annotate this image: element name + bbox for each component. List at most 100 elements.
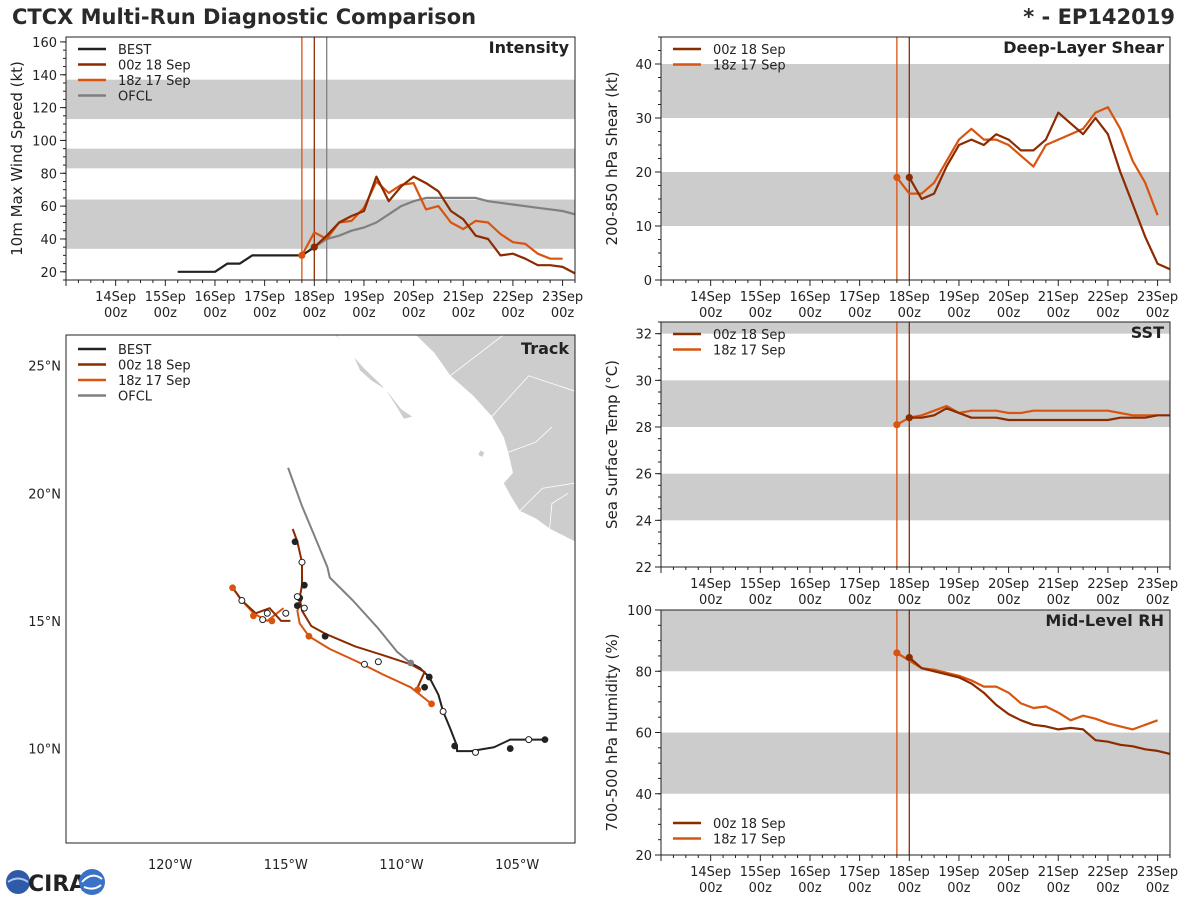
track-point-run18 <box>282 609 290 617</box>
x-tick-label-hour: 00z <box>749 881 773 896</box>
x-tick-label-day: 14Sep <box>690 577 731 592</box>
x-tick-label-hour: 00z <box>1096 593 1120 608</box>
x-tick-label-hour: 00z <box>997 593 1021 608</box>
state-border <box>549 492 569 530</box>
x-tick-label-hour: 00z <box>947 306 971 321</box>
track-point-best <box>525 736 533 744</box>
track-point-best <box>451 742 459 750</box>
y-tick-label: 100 <box>32 134 57 149</box>
y-tick-label: 20 <box>40 266 57 281</box>
track-point-run18 <box>293 593 301 601</box>
plot-frame <box>65 36 576 281</box>
x-tick-label-hour: 00z <box>749 593 773 608</box>
panel-title: Deep-Layer Shear <box>1003 38 1164 57</box>
x-tick-label-day: 23Sep <box>1137 865 1178 880</box>
band-2 <box>661 322 1170 334</box>
y-tick-label: 32 <box>635 328 652 343</box>
x-tick-label-hour: 00z <box>154 306 178 321</box>
x-tick-label-day: 19Sep <box>938 865 979 880</box>
y-tick-label: 140 <box>32 69 57 84</box>
x-tick-label-day: 17Sep <box>244 290 285 305</box>
x-tick-label-hour: 00z <box>898 881 922 896</box>
x-tick-label-hour: 00z <box>1047 593 1071 608</box>
y-tick-label: 0 <box>644 274 652 289</box>
lon-tick-label: 115°W <box>264 858 308 873</box>
y-tick-label: 30 <box>635 374 652 389</box>
band-1 <box>661 610 1170 672</box>
y-tick-label: 40 <box>635 788 652 803</box>
legend-label: BEST <box>118 43 151 58</box>
chart-intensity: 2040608010012014016014Sep00z15Sep00z16Se… <box>8 36 583 321</box>
x-tick-label-day: 16Sep <box>194 290 235 305</box>
marker-run18 <box>893 173 901 181</box>
x-tick-label-hour: 00z <box>798 881 822 896</box>
x-tick-label-day: 20Sep <box>988 290 1029 305</box>
y-tick-label: 80 <box>635 665 652 680</box>
y-axis-label: 700-500 hPa Humidity (%) <box>603 633 621 831</box>
y-axis-label: 10m Max Wind Speed (kt) <box>8 61 26 256</box>
x-tick-label-day: 21Sep <box>443 290 484 305</box>
x-tick-label-hour: 00z <box>898 593 922 608</box>
x-tick-label-day: 15Sep <box>145 290 186 305</box>
series-run18 <box>896 651 1158 731</box>
state-border <box>449 335 504 377</box>
x-tick-label-hour: 00z <box>947 881 971 896</box>
x-tick-label-hour: 00z <box>1096 306 1120 321</box>
x-tick-label-hour: 00z <box>1146 593 1170 608</box>
series-best <box>177 246 315 273</box>
legend-label: 00z 18 Sep <box>118 59 191 74</box>
marker-run00 <box>905 653 913 662</box>
y-tick-label: 80 <box>40 167 57 182</box>
tracks <box>229 467 549 756</box>
track-point-run00 <box>300 581 308 589</box>
track-point-run00 <box>293 602 301 609</box>
baja-california <box>333 335 414 420</box>
x-tick-label-day: 18Sep <box>889 290 930 305</box>
legend-label: 00z 18 Sep <box>713 43 786 58</box>
y-tick-label: 20 <box>635 166 652 181</box>
y-tick-label: 60 <box>635 727 652 742</box>
x-tick-label-hour: 00z <box>104 306 128 321</box>
cira-globe-icon <box>6 870 30 894</box>
x-tick-label-day: 18Sep <box>889 865 930 880</box>
track-point-run18 <box>259 616 267 624</box>
lat-tick-label: 15°N <box>28 615 61 630</box>
track-point-best <box>541 736 549 744</box>
marker-run18 <box>893 421 901 429</box>
figure-title: CTCX Multi-Run Diagnostic Comparison <box>12 5 477 29</box>
x-tick-label-hour: 00z <box>947 593 971 608</box>
track-point-run00 <box>291 538 299 546</box>
legend-label: OFCL <box>118 90 153 105</box>
state-border <box>491 375 575 417</box>
x-tick-label-day: 19Sep <box>938 290 979 305</box>
x-tick-label-day: 20Sep <box>988 865 1029 880</box>
track-point-run18 <box>268 617 276 625</box>
x-tick-label-hour: 00z <box>402 306 426 321</box>
track-point-run18 <box>428 700 435 708</box>
series-run00 <box>909 407 1170 422</box>
x-tick-label-day: 22Sep <box>492 290 533 305</box>
track-point-run18 <box>263 609 271 617</box>
cira-logo-text: CIRA <box>28 872 86 897</box>
x-tick-label-day: 17Sep <box>839 577 880 592</box>
x-tick-label-day: 19Sep <box>343 290 384 305</box>
series-run18 <box>896 404 1158 426</box>
x-tick-label-day: 16Sep <box>789 865 830 880</box>
x-tick-label-hour: 00z <box>798 306 822 321</box>
x-tick-label-day: 14Sep <box>690 290 731 305</box>
x-tick-label-day: 23Sep <box>1137 577 1178 592</box>
y-axis-label: 200-850 hPa Shear (kt) <box>603 72 621 246</box>
x-tick-label-hour: 00z <box>848 306 872 321</box>
x-tick-label-day: 19Sep <box>938 577 979 592</box>
x-tick-label-day: 22Sep <box>1087 865 1128 880</box>
x-tick-label-day: 21Sep <box>1038 865 1079 880</box>
x-tick-label-hour: 00z <box>1096 881 1120 896</box>
chart-rh: 2040608010014Sep00z15Sep00z16Sep00z17Sep… <box>603 604 1178 896</box>
x-tick-label-day: 16Sep <box>789 290 830 305</box>
track-point-run18 <box>305 632 313 640</box>
x-tick-label-day: 22Sep <box>1087 290 1128 305</box>
x-tick-label-day: 16Sep <box>789 577 830 592</box>
